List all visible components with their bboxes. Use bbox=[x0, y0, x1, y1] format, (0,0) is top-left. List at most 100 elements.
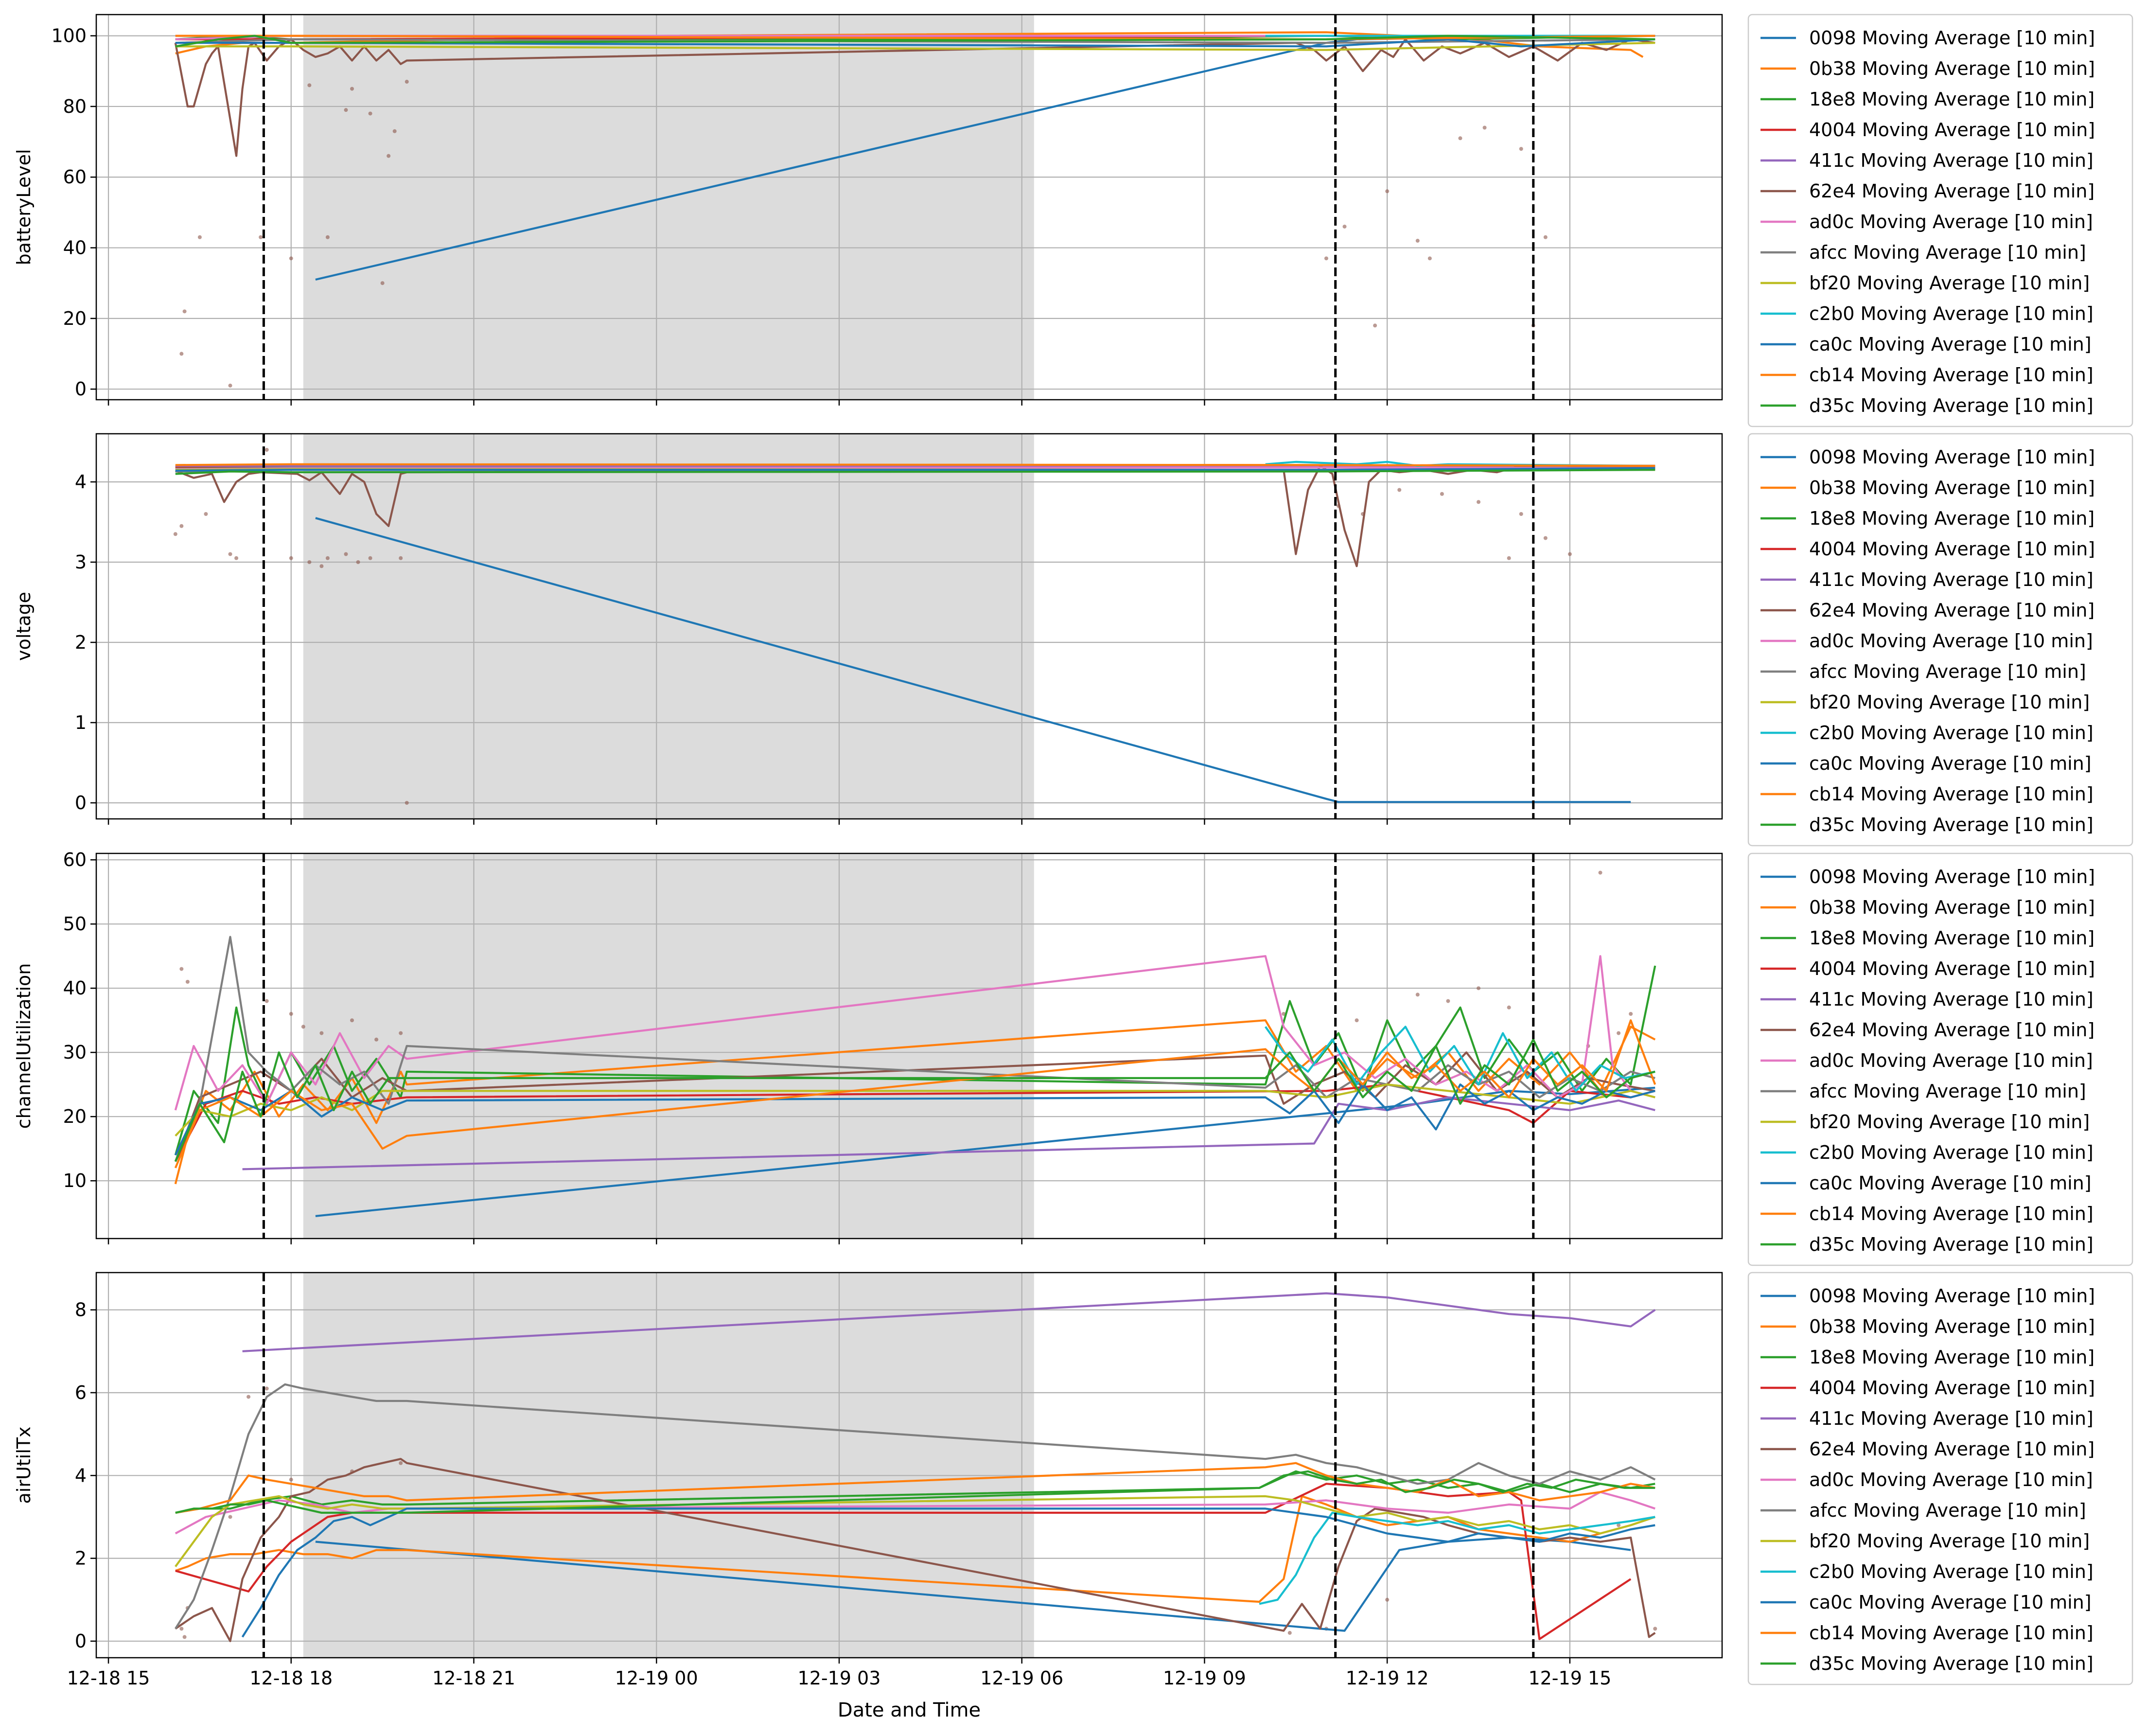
y-tick-label: 10 bbox=[63, 1170, 87, 1191]
y-tick-label: 4 bbox=[75, 471, 87, 493]
legend-entry: bf20 Moving Average [10 min] bbox=[1761, 691, 2090, 713]
panel-voltage: 0 1 2 3 4 voltage 0098 Moving Average [10 min]… bbox=[13, 433, 2133, 847]
series-line-0b38 bbox=[175, 1495, 1655, 1603]
legend-entry: 4004 Moving Average [10 min] bbox=[1761, 1377, 2095, 1399]
y-axis-label: channelUtilization bbox=[13, 963, 35, 1129]
legend-label: 18e8 Moving Average [10 min] bbox=[1809, 927, 2095, 949]
legend-label: 411c Moving Average [10 min] bbox=[1809, 989, 2094, 1010]
y-tick-label: 2 bbox=[75, 632, 87, 653]
data-point bbox=[182, 309, 187, 314]
series-line-411c bbox=[242, 1096, 1655, 1170]
legend-label: ca0c Moving Average [10 min] bbox=[1809, 334, 2092, 355]
series-line-0b38 bbox=[174, 1019, 1656, 1185]
legend-label: 62e4 Moving Average [10 min] bbox=[1809, 1438, 2095, 1460]
series-line-ad0c bbox=[175, 1491, 1655, 1535]
legend-entry: c2b0 Moving Average [10 min] bbox=[1761, 722, 2094, 744]
data-point bbox=[1482, 125, 1487, 130]
data-point bbox=[234, 556, 239, 560]
legend-entry: 62e4 Moving Average [10 min] bbox=[1761, 180, 2095, 202]
legend-label: 411c Moving Average [10 min] bbox=[1809, 1408, 2094, 1429]
data-point bbox=[1415, 992, 1420, 997]
data-point bbox=[325, 556, 330, 560]
legend-label: afcc Moving Average [10 min] bbox=[1809, 242, 2086, 263]
x-tick-label: 12-19 09 bbox=[1163, 1667, 1246, 1689]
data-point bbox=[1355, 1018, 1359, 1023]
data-point bbox=[380, 281, 385, 285]
data-point bbox=[264, 448, 269, 452]
data-point bbox=[387, 154, 391, 158]
data-point bbox=[319, 1031, 324, 1035]
plot-area bbox=[175, 1292, 1657, 1642]
data-point bbox=[350, 87, 354, 91]
data-point bbox=[289, 1477, 293, 1482]
data-point bbox=[1324, 256, 1328, 261]
data-point bbox=[179, 352, 184, 356]
data-point bbox=[289, 556, 293, 560]
legend-entry: ad0c Moving Average [10 min] bbox=[1761, 1469, 2093, 1490]
data-point bbox=[1477, 500, 1481, 504]
legend-label: bf20 Moving Average [10 min] bbox=[1809, 1530, 2090, 1552]
series-line-bf20 bbox=[175, 42, 1655, 51]
data-point bbox=[1617, 1523, 1621, 1527]
legend-entry: 0b38 Moving Average [10 min] bbox=[1761, 477, 2095, 498]
legend-entry: 4004 Moving Average [10 min] bbox=[1761, 958, 2095, 979]
x-tick-label: 12-19 12 bbox=[1346, 1667, 1429, 1689]
y-tick-label: 40 bbox=[63, 977, 87, 999]
legend-label: afcc Moving Average [10 min] bbox=[1809, 1500, 2086, 1521]
legend-label: 0098 Moving Average [10 min] bbox=[1809, 446, 2095, 468]
series-line-ca0c bbox=[241, 1507, 1655, 1638]
legend-label: 18e8 Moving Average [10 min] bbox=[1809, 1346, 2095, 1368]
panel-airUtilTx: 0 2 4 6 8 12-18 15 12-18 18 12-18 21 12-19 00 12-… bbox=[13, 1272, 2133, 1689]
legend-entry: 0b38 Moving Average [10 min] bbox=[1761, 58, 2095, 79]
series-line-afcc bbox=[174, 936, 1655, 1162]
legend-label: 0098 Moving Average [10 min] bbox=[1809, 1285, 2095, 1307]
data-point bbox=[374, 1037, 379, 1042]
y-tick-label: 4 bbox=[75, 1465, 87, 1486]
series-line-d35c bbox=[175, 35, 1655, 48]
data-point bbox=[1507, 1005, 1511, 1010]
series-line-d35c bbox=[175, 469, 1655, 475]
data-point bbox=[228, 383, 232, 388]
legend-label: cb14 Moving Average [10 min] bbox=[1809, 783, 2094, 805]
legend-entry: 0098 Moving Average [10 min] bbox=[1761, 866, 2095, 887]
series-line-c2b0 bbox=[1264, 1026, 1655, 1092]
legend-entry: ca0c Moving Average [10 min] bbox=[1761, 334, 2092, 355]
data-point bbox=[228, 552, 232, 556]
legend-entry: c2b0 Moving Average [10 min] bbox=[1761, 1142, 2094, 1163]
legend-entry: d35c Moving Average [10 min] bbox=[1761, 1653, 2094, 1674]
legend-label: 411c Moving Average [10 min] bbox=[1809, 569, 2094, 590]
y-tick-label: 0 bbox=[75, 1630, 87, 1652]
series-line-411c bbox=[242, 1292, 1656, 1352]
legend-frame bbox=[1747, 14, 2133, 427]
shaded-region bbox=[303, 434, 1034, 819]
data-point bbox=[399, 1031, 403, 1035]
legend-entry: bf20 Moving Average [10 min] bbox=[1761, 1111, 2090, 1133]
y-tick-label: 1 bbox=[75, 712, 87, 733]
legend-entry: cb14 Moving Average [10 min] bbox=[1761, 1622, 2094, 1644]
legend-entry: d35c Moving Average [10 min] bbox=[1761, 395, 2094, 416]
legend-label: cb14 Moving Average [10 min] bbox=[1809, 1622, 2094, 1644]
legend-entry: 4004 Moving Average [10 min] bbox=[1761, 119, 2095, 141]
legend-label: 4004 Moving Average [10 min] bbox=[1809, 958, 2095, 979]
data-point bbox=[264, 999, 269, 1003]
data-point bbox=[307, 560, 312, 564]
x-tick-label: 12-19 15 bbox=[1528, 1667, 1611, 1689]
data-point bbox=[1519, 147, 1523, 151]
data-point bbox=[197, 235, 202, 239]
series-line-ca0c bbox=[175, 467, 1655, 472]
data-point bbox=[179, 1627, 184, 1631]
data-point bbox=[228, 1515, 232, 1519]
x-tick-label: 12-19 06 bbox=[980, 1667, 1063, 1689]
data-point bbox=[1446, 999, 1450, 1003]
series-line-d35c bbox=[175, 1470, 1655, 1514]
legend-label: bf20 Moving Average [10 min] bbox=[1809, 691, 2090, 713]
data-point bbox=[350, 1018, 354, 1023]
legend-label: d35c Moving Average [10 min] bbox=[1809, 395, 2094, 416]
legend-entry: afcc Moving Average [10 min] bbox=[1761, 1500, 2086, 1521]
legend-label: 0b38 Moving Average [10 min] bbox=[1809, 58, 2095, 79]
data-point bbox=[246, 1395, 251, 1399]
legend-entry: 0b38 Moving Average [10 min] bbox=[1761, 1316, 2095, 1337]
series-line-ca0c bbox=[175, 38, 1655, 48]
data-point bbox=[399, 1461, 403, 1465]
data-point bbox=[301, 1025, 305, 1029]
